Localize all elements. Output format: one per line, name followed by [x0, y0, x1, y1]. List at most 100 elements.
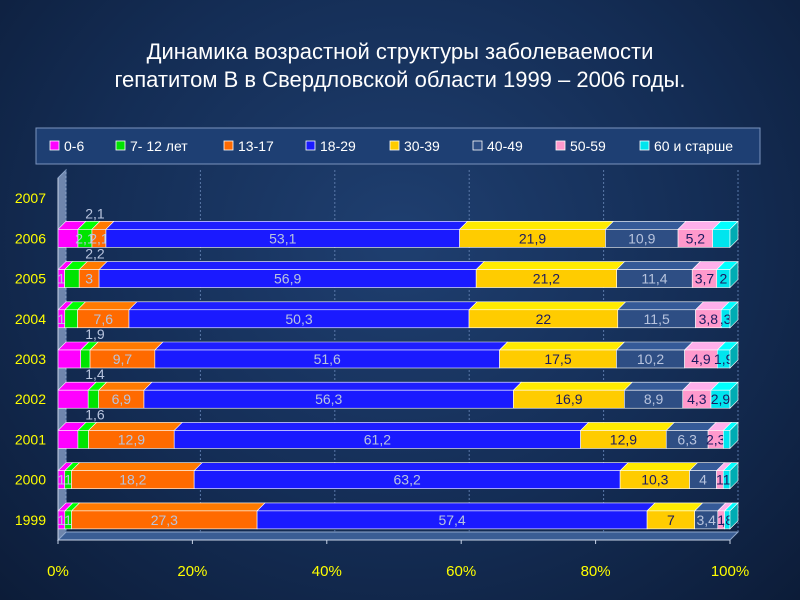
data-label: 3,8 — [699, 311, 719, 327]
legend-swatch — [472, 140, 483, 151]
legend-swatch — [389, 140, 400, 151]
bar-end-cap — [729, 461, 739, 490]
bar-segment-top — [193, 462, 629, 471]
bar-segment-top — [579, 422, 675, 431]
y-category-label: 2001 — [15, 431, 46, 447]
data-label: 63,2 — [394, 472, 421, 488]
data-label: 1 — [64, 512, 72, 528]
data-label: 3,7 — [695, 271, 715, 287]
bar-segment-top — [70, 462, 203, 471]
data-label: 3 — [85, 271, 93, 287]
bar-end-cap — [729, 220, 739, 249]
legend-swatch — [49, 140, 60, 151]
data-label: 7,6 — [94, 311, 114, 327]
legend-label: 7- 12 лет — [130, 138, 188, 154]
bar-row-2001: 12,9 61,2 12,9 6,3 2,3 1,6 — [57, 406, 739, 450]
legend-swatch — [305, 140, 316, 151]
bar-segment-top — [256, 502, 656, 512]
data-label: 2,1 — [89, 230, 109, 246]
data-label: 50,3 — [285, 311, 312, 327]
data-label: 10,3 — [641, 472, 668, 488]
chart-title-line-1: Динамика возрастной структуры заболеваем… — [146, 39, 654, 64]
x-tick-label: 60% — [446, 563, 476, 580]
legend-swatch — [115, 140, 126, 151]
data-label: 51,6 — [314, 351, 341, 367]
data-label: 1,9 — [714, 351, 734, 367]
bar-segment-top — [468, 301, 627, 311]
bar-segment — [57, 430, 79, 449]
data-label: 12,9 — [610, 431, 637, 447]
bar-segment-top — [512, 381, 634, 391]
bar-row-2003: 9,7 51,6 17,5 10,2 4,9 1,91,9 — [57, 326, 739, 369]
data-label: 61,2 — [364, 431, 391, 447]
bar-segment-top — [76, 301, 138, 311]
data-label-above: 1,6 — [85, 406, 105, 422]
bar-segment-top — [154, 341, 509, 351]
data-label: 12,9 — [118, 431, 145, 447]
data-label: 6,9 — [112, 391, 132, 407]
bar-segment-top — [98, 261, 485, 270]
bar-segment — [64, 309, 78, 329]
bar-segment-top — [105, 221, 469, 230]
bar-end-cap — [729, 381, 739, 409]
plot-floor — [56, 531, 740, 541]
x-tick-label: 0% — [47, 563, 69, 580]
data-label: 2,1 — [75, 230, 95, 246]
legend-label: 30-39 — [404, 138, 440, 154]
data-label: 1 — [64, 472, 72, 488]
bar-segment-top — [646, 502, 704, 512]
y-category-label: 2003 — [15, 351, 46, 367]
data-label: 2,3 — [706, 431, 726, 447]
legend-label: 40-49 — [487, 138, 523, 154]
legend-label: 13-17 — [238, 138, 274, 154]
bar-segment-top — [475, 261, 626, 270]
bar-segment — [77, 430, 89, 449]
data-label: 56,3 — [315, 391, 342, 407]
bar-segment-top — [498, 341, 626, 351]
bar-end-cap — [729, 341, 739, 369]
data-label: 1 — [57, 512, 65, 528]
data-label: 56,9 — [274, 271, 301, 287]
bar-segment — [57, 349, 82, 369]
data-label-above: 1,4 — [85, 366, 105, 382]
data-label: 5,2 — [686, 230, 706, 246]
data-label: 4 — [699, 472, 707, 488]
bar-segment-top — [97, 381, 153, 391]
bar-end-cap — [729, 260, 739, 289]
bar-segment-top — [623, 381, 692, 391]
bar-segment-top — [89, 341, 164, 351]
bar-segment — [712, 229, 731, 248]
legend-label: 50-59 — [570, 138, 606, 154]
bar-row-2006: 2,12,1 53,1 21,9 10,9 5,22,1 — [57, 205, 739, 249]
chart-title: Динамика возрастной структуры заболеваем… — [0, 38, 800, 94]
data-label-above: 1,9 — [85, 326, 105, 342]
data-label: 53,1 — [269, 230, 296, 246]
data-label: 6,3 — [677, 431, 697, 447]
data-label: 11,4 — [641, 271, 667, 287]
data-label: 16,9 — [555, 391, 582, 407]
data-label: 27,3 — [151, 512, 178, 528]
y-category-label: 2002 — [15, 391, 46, 407]
data-label-above: 2,1 — [85, 205, 105, 221]
legend-label: 60 и старше — [654, 138, 733, 154]
bar-row-2002: 6,9 56,3 16,9 8,9 4,3 2,9 1,4 — [57, 366, 739, 409]
bar-segment — [87, 389, 99, 409]
data-label-above: 2,2 — [85, 246, 105, 262]
y-category-label: 2006 — [15, 230, 46, 246]
chart-title-line-2: гепатитом В в Свердловской области 1999 … — [114, 67, 686, 92]
y-category-label: 2000 — [15, 472, 46, 488]
y-category-label: 2005 — [15, 271, 46, 287]
data-label: 11,5 — [644, 311, 670, 327]
data-label: 9,7 — [113, 351, 133, 367]
legend-label: 18-29 — [320, 138, 356, 154]
bar-segment-top — [458, 221, 615, 230]
legend-swatch — [223, 140, 234, 151]
bar-segment-top — [604, 221, 687, 230]
bar-segment-top — [70, 502, 266, 512]
data-label: 7 — [667, 512, 675, 528]
data-label: 22 — [536, 311, 552, 327]
data-label: 4,9 — [691, 351, 711, 367]
bar-row-1999: 11 27,3 57,4 7 3,4 1,8 — [57, 502, 739, 530]
data-label: 17,5 — [544, 351, 571, 367]
bar-segment-top — [615, 341, 694, 351]
